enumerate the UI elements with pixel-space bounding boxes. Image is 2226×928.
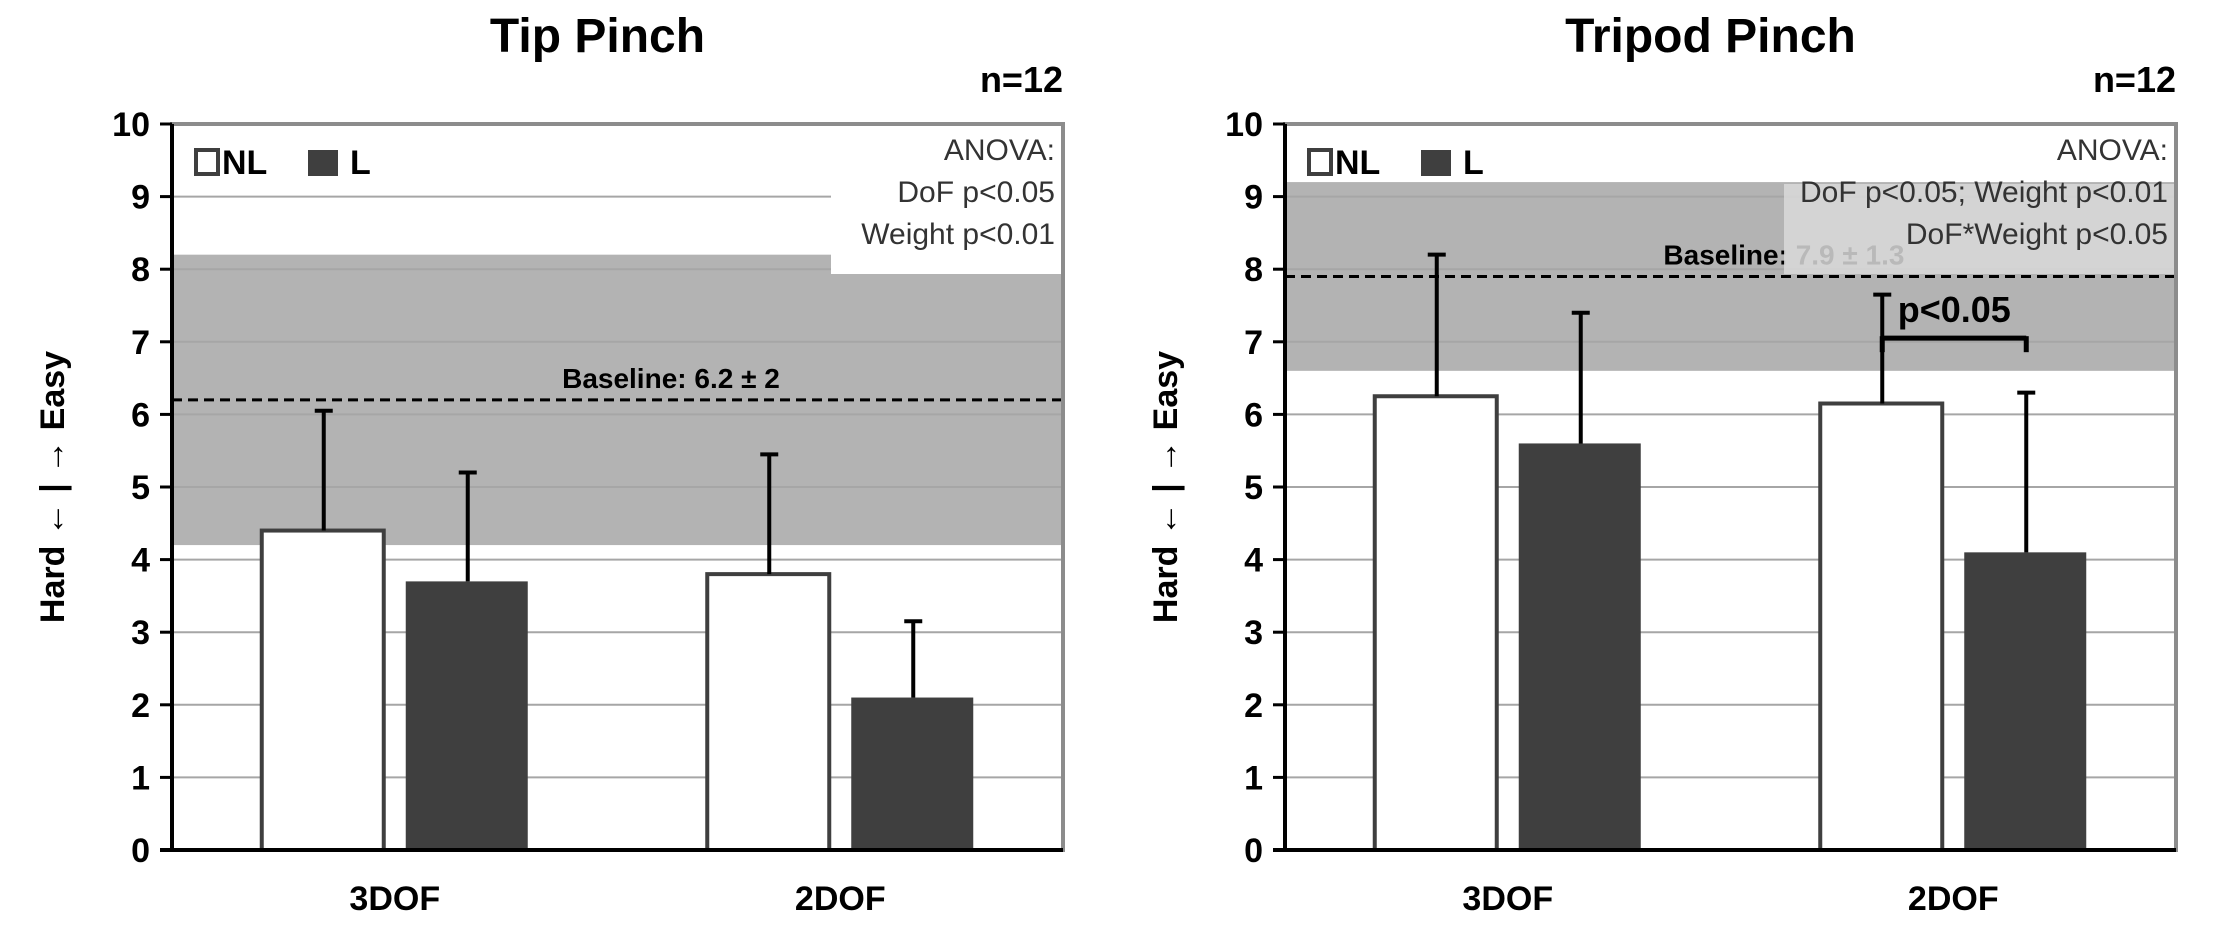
- legend-swatch-l: [308, 150, 338, 176]
- anova-line: ANOVA:: [2057, 134, 2168, 167]
- anova-line: Weight p<0.01: [861, 218, 1055, 251]
- y-tick-label: 8: [1244, 251, 1263, 289]
- bar-nl-2dof: [1818, 401, 1945, 852]
- y-tick-label: 5: [1244, 469, 1263, 507]
- y-tick-label: 1: [131, 759, 150, 797]
- baseline-label: Baseline: 6.2 ± 2: [562, 363, 780, 394]
- y-tick-label: 4: [131, 542, 150, 580]
- legend-swatch-nl: [1307, 148, 1333, 176]
- y-tick-label: 2: [1244, 687, 1263, 725]
- sample-size-label: n=12: [2093, 59, 2176, 100]
- bar-nl-3dof: [1372, 394, 1499, 852]
- bar-l-2dof: [1964, 552, 2087, 850]
- anova-line: ANOVA:: [944, 134, 1055, 167]
- y-tick-label: 9: [131, 179, 150, 217]
- bar-l-3dof: [1518, 443, 1641, 850]
- y-tick-label: 2: [131, 687, 150, 725]
- legend-label-nl: NL: [1335, 144, 1380, 182]
- bar-nl-2dof: [705, 572, 832, 852]
- category-label: 2DOF: [795, 880, 886, 918]
- tripod-pinch-panel: Baseline: 7.9 ± 1.3 ANOVA: DoF p<0.05; Wei…: [1113, 0, 2226, 928]
- y-tick-label: 6: [131, 396, 150, 434]
- y-tick-label: 0: [1244, 832, 1263, 870]
- bar-l-3dof: [405, 581, 528, 850]
- y-tick-label: 1: [1244, 759, 1263, 797]
- y-tick-label: 9: [1244, 179, 1263, 217]
- y-axis-label: Hard ← | → Easy: [34, 351, 72, 623]
- bar-nl-3dof: [259, 528, 386, 852]
- anova-line: DoF p<0.05: [897, 176, 1055, 209]
- y-tick-label: 6: [1244, 396, 1263, 434]
- y-tick-label: 0: [131, 832, 150, 870]
- anova-line: DoF p<0.05; Weight p<0.01: [1800, 176, 2168, 209]
- y-tick-label: 7: [131, 324, 150, 362]
- category-label: 3DOF: [1462, 880, 1553, 918]
- y-axis-label: Hard ← | → Easy: [1147, 351, 1185, 623]
- significance-label: p<0.05: [1898, 289, 2011, 330]
- legend-swatch-l: [1421, 150, 1451, 176]
- sample-size-label: n=12: [980, 59, 1063, 100]
- category-label: 2DOF: [1908, 880, 1999, 918]
- bar-l-2dof: [851, 697, 974, 850]
- category-label: 3DOF: [349, 880, 440, 918]
- legend-label-l: L: [350, 144, 371, 182]
- anova-line: DoF*Weight p<0.05: [1906, 218, 2168, 251]
- y-tick-label: 8: [131, 251, 150, 289]
- legend-label-l: L: [1463, 144, 1484, 182]
- chart-title: Tip Pinch: [490, 10, 705, 63]
- legend-label-nl: NL: [222, 144, 267, 182]
- y-tick-label: 4: [1244, 542, 1263, 580]
- y-tick-label: 3: [131, 614, 150, 652]
- y-tick-label: 10: [112, 106, 150, 144]
- chart-title: Tripod Pinch: [1565, 10, 1856, 63]
- y-tick-label: 10: [1225, 106, 1263, 144]
- anova-box: [1784, 184, 2176, 274]
- y-tick-label: 7: [1244, 324, 1263, 362]
- legend-swatch-nl: [194, 148, 220, 176]
- tip-pinch-panel: Baseline: 6.2 ± 2 ANOVA: DoF p<0.05 Weight …: [34, 10, 1065, 918]
- y-tick-label: 5: [131, 469, 150, 507]
- anova-box: [831, 184, 1063, 274]
- tip-pinch-chart: Baseline: 6.2 ± 2 ANOVA: DoF p<0.05 Weight …: [34, 10, 1065, 918]
- y-tick-label: 3: [1244, 614, 1263, 652]
